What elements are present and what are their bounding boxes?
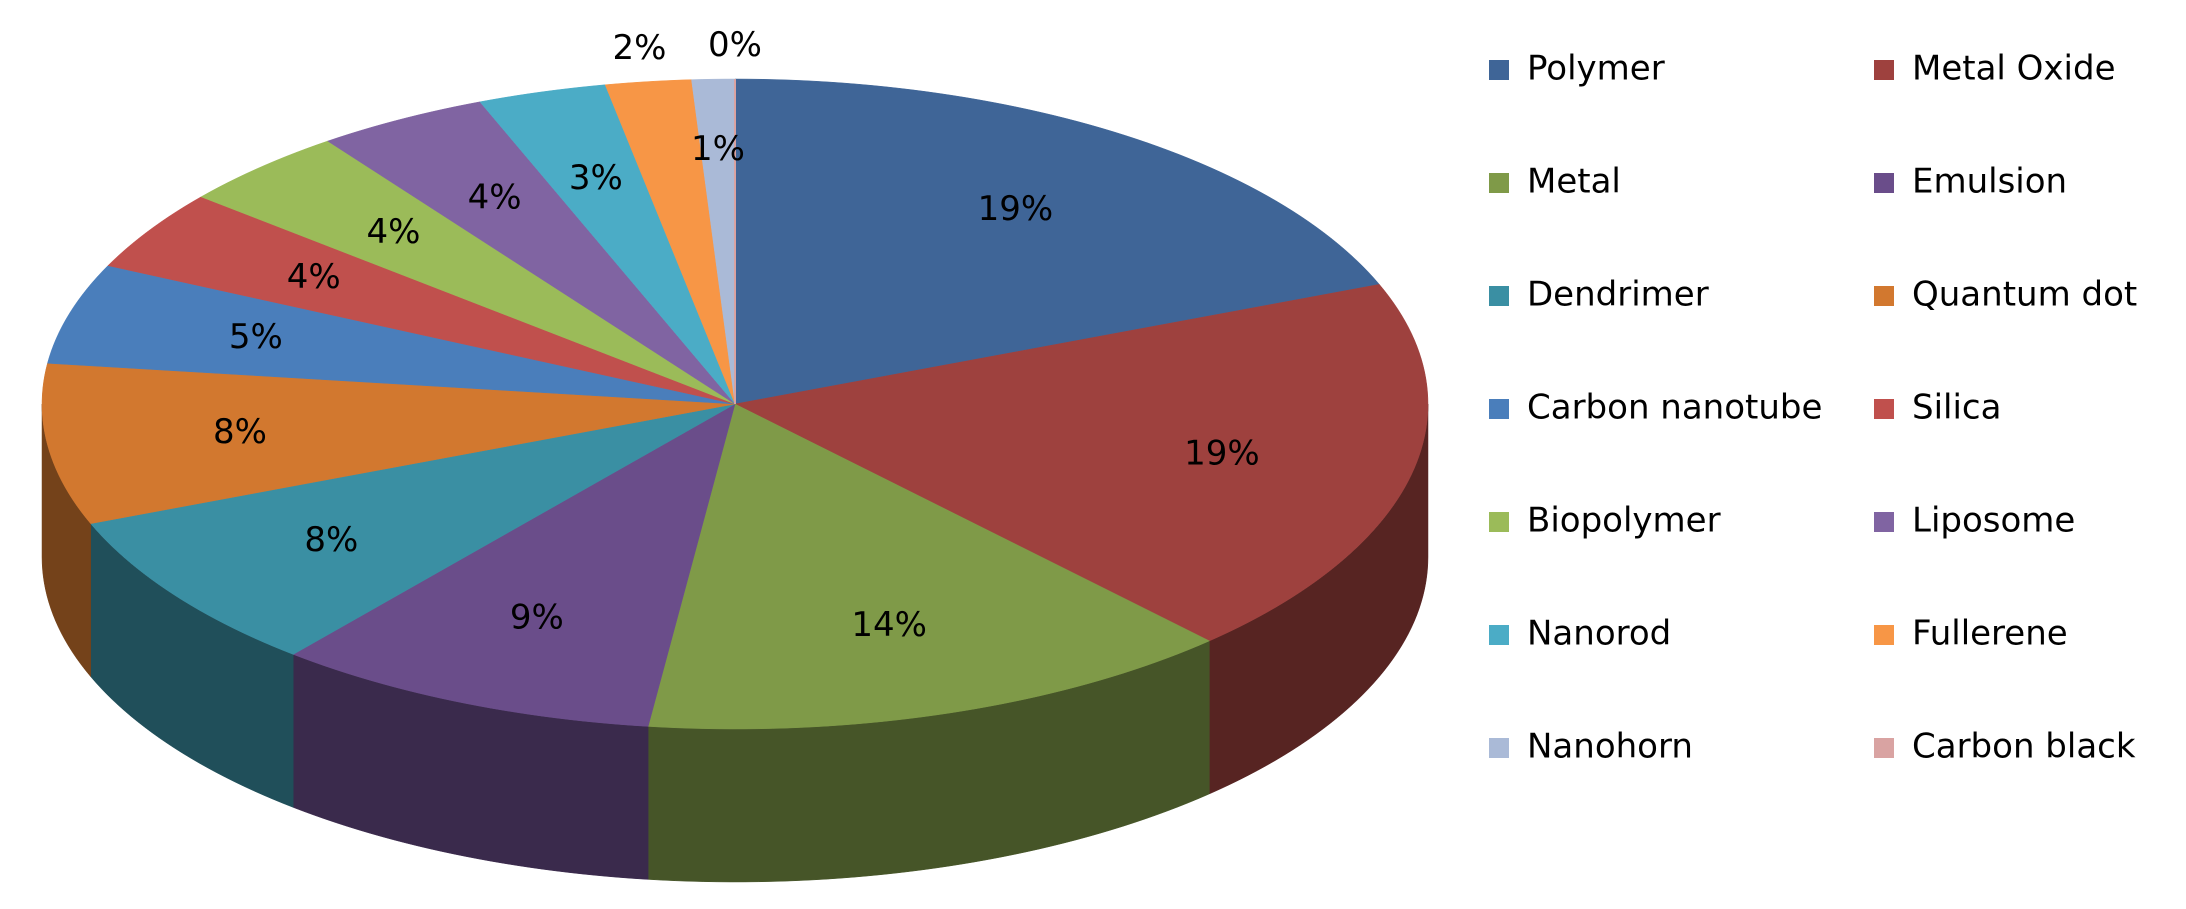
legend-label: Dendrimer	[1527, 275, 1709, 315]
legend-label: Metal	[1527, 162, 1621, 202]
data-label: 3%	[569, 158, 623, 198]
legend-swatch	[1489, 738, 1509, 758]
legend-swatch	[1489, 625, 1509, 645]
data-label: 9%	[510, 597, 564, 637]
pie-slice	[479, 84, 736, 405]
data-label: 14%	[851, 605, 927, 645]
legend-label: Nanohorn	[1527, 727, 1693, 767]
legend-swatch	[1489, 286, 1509, 306]
legend-swatch	[1489, 399, 1509, 419]
legend-label: Carbon nanotube	[1527, 388, 1822, 428]
legend-swatch	[1874, 286, 1894, 306]
legend-swatch	[1489, 60, 1509, 80]
pie-slice	[107, 196, 736, 405]
legend-label: Liposome	[1912, 501, 2075, 541]
pie-slice	[647, 403, 1210, 730]
data-label: 19%	[978, 189, 1054, 229]
legend-swatch	[1874, 399, 1894, 419]
legend-label: Carbon black	[1912, 727, 2136, 767]
pie-slice	[41, 363, 736, 524]
legend-label: Emulsion	[1912, 162, 2067, 202]
pie-sides	[41, 403, 1429, 883]
data-label: 19%	[1184, 434, 1260, 474]
data-label: 0%	[708, 25, 762, 65]
legend-swatch	[1874, 173, 1894, 193]
legend-swatch	[1489, 512, 1509, 532]
legend-swatch	[1874, 60, 1894, 80]
data-label: 4%	[366, 212, 420, 252]
legend-swatch	[1874, 625, 1894, 645]
legend-label: Polymer	[1527, 49, 1665, 89]
data-label: 8%	[213, 412, 267, 452]
legend-swatch	[1489, 173, 1509, 193]
pie-slice	[90, 403, 736, 655]
legend-label: Silica	[1912, 388, 2001, 428]
legend-label: Fullerene	[1912, 614, 2068, 654]
data-label: 8%	[304, 520, 358, 560]
pie-slice	[200, 140, 736, 405]
legend-swatch	[1874, 512, 1894, 532]
pie-slice	[47, 265, 736, 405]
data-label: 4%	[468, 177, 522, 217]
data-label: 5%	[229, 317, 283, 357]
data-label: 1%	[691, 129, 745, 169]
pie-tops	[41, 78, 1429, 730]
pie-slice	[292, 403, 736, 727]
pie-slice	[604, 79, 736, 405]
legend-label: Nanorod	[1527, 614, 1671, 654]
legend-label: Biopolymer	[1527, 501, 1721, 541]
legend-label: Quantum dot	[1912, 275, 2137, 315]
legend-swatch	[1874, 738, 1894, 758]
pie-slice	[327, 101, 736, 405]
data-labels: 19%19%14%9%8%8%5%4%4%4% 3%2%1%0%	[213, 25, 1260, 645]
data-label: 4%	[287, 257, 341, 297]
pie-slice	[734, 78, 1380, 405]
legend-label: Metal Oxide	[1912, 49, 2116, 89]
data-label: 2%	[612, 28, 666, 68]
pie-slice	[734, 284, 1429, 642]
